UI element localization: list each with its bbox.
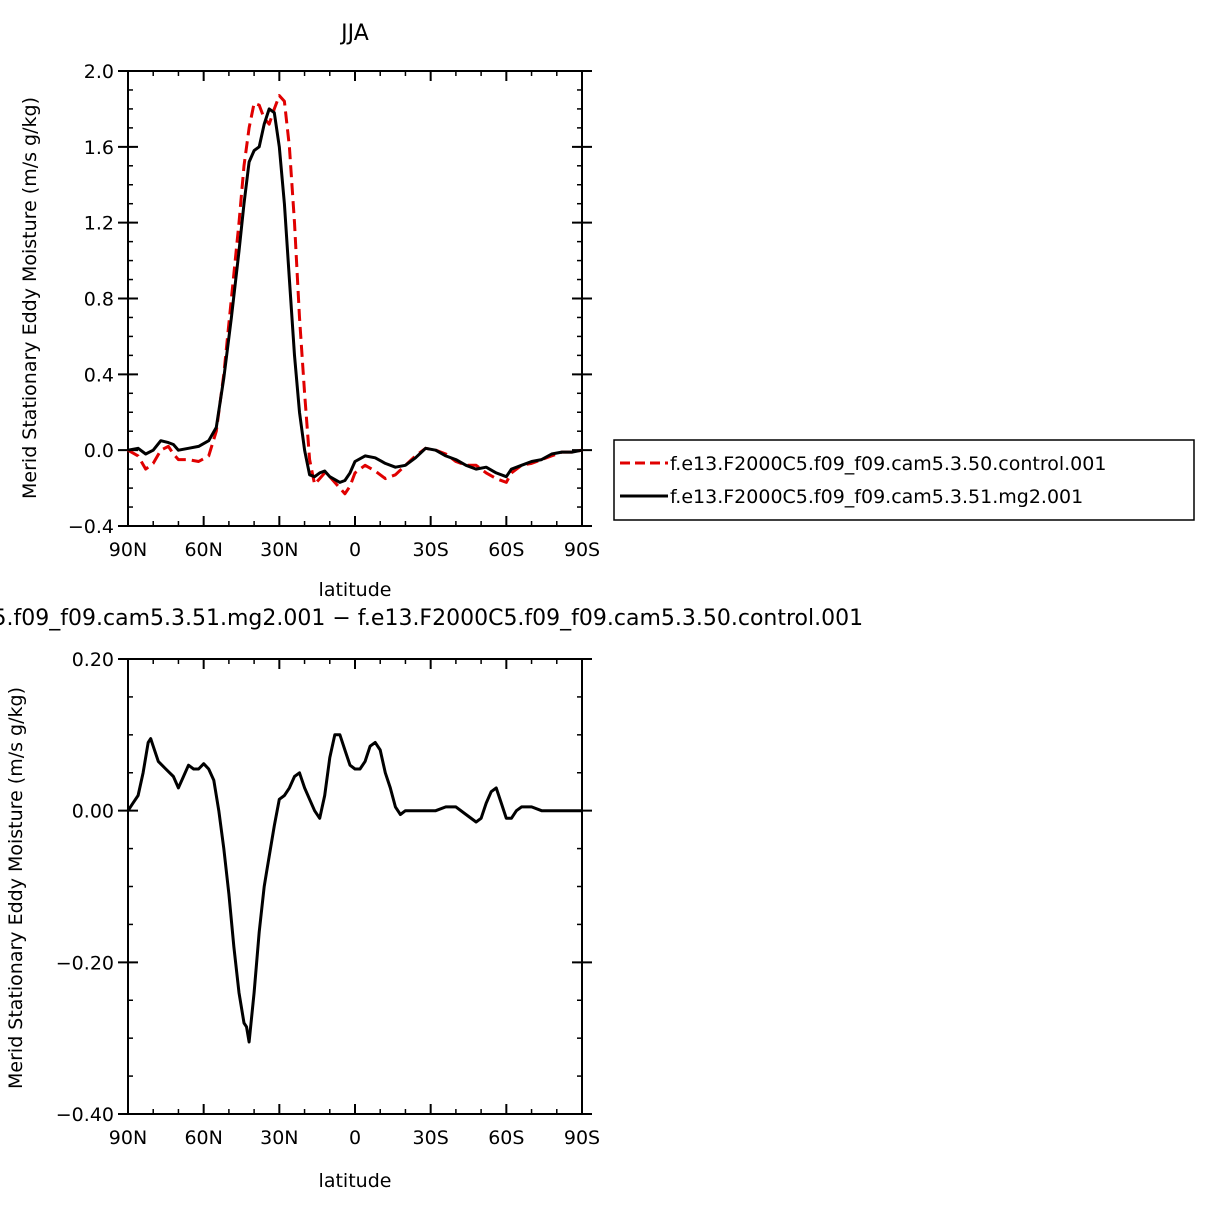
bottom-x-tick-label: 60S bbox=[488, 1127, 524, 1149]
top-chart-xlabel: latitude bbox=[319, 579, 392, 601]
bottom-x-tick-label: 0 bbox=[349, 1127, 361, 1149]
bottom-chart: f.e13.F2000C5.f09_f09.cam5.3.51.mg2.001 … bbox=[0, 606, 863, 1192]
top-x-tick-label: 90N bbox=[109, 539, 147, 561]
bottom-x-tick-label: 90S bbox=[564, 1127, 600, 1149]
top-y-tick-label: 0.4 bbox=[84, 364, 114, 386]
top-x-tick-label: 30N bbox=[260, 539, 298, 561]
bottom-x-tick-label: 30S bbox=[413, 1127, 449, 1149]
top-x-tick-label: 0 bbox=[349, 539, 361, 561]
legend-label-mg2: f.e13.F2000C5.f09_f09.cam5.3.51.mg2.001 bbox=[670, 486, 1083, 508]
bottom-y-tick-label: −0.20 bbox=[56, 952, 114, 974]
top-plot-frame bbox=[127, 70, 583, 527]
legend-label-control: f.e13.F2000C5.f09_f09.cam5.3.50.control.… bbox=[670, 453, 1106, 475]
bottom-y-tick-label: 0.00 bbox=[72, 801, 114, 823]
bottom-y-tick-label: 0.20 bbox=[72, 649, 114, 671]
top-y-tick-label: 0.8 bbox=[84, 289, 114, 311]
bottom-plot-frame bbox=[127, 658, 583, 1115]
legend-box bbox=[613, 439, 1195, 521]
bottom-x-tick-label: 90N bbox=[109, 1127, 147, 1149]
top-chart-legend: f.e13.F2000C5.f09_f09.cam5.3.50.control.… bbox=[613, 439, 1195, 521]
top-x-tick-label: 30S bbox=[413, 539, 449, 561]
top-series-line-0 bbox=[127, 94, 583, 496]
top-y-tick-label: 0.0 bbox=[84, 440, 114, 462]
bottom-y-tick-label: −0.40 bbox=[56, 1104, 114, 1126]
top-x-tick-label: 60N bbox=[184, 539, 222, 561]
top-y-tick-label: −0.4 bbox=[68, 516, 114, 538]
top-y-tick-label: 2.0 bbox=[84, 61, 114, 83]
top-chart-title: JJA bbox=[339, 21, 369, 46]
bottom-chart-title: f.e13.F2000C5.f09_f09.cam5.3.51.mg2.001 … bbox=[0, 606, 863, 631]
bottom-x-tick-label: 30N bbox=[260, 1127, 298, 1149]
top-chart-ylabel: Merid Stationary Eddy Moisture (m/s g/kg… bbox=[19, 97, 41, 499]
bottom-chart-ylabel: Merid Stationary Eddy Moisture (m/s g/kg… bbox=[5, 687, 27, 1089]
top-y-tick-label: 1.2 bbox=[84, 213, 114, 235]
top-series-line-1 bbox=[127, 107, 583, 484]
top-y-tick-label: 1.6 bbox=[84, 137, 114, 159]
top-x-tick-label: 90S bbox=[564, 539, 600, 561]
bottom-x-tick-label: 60N bbox=[184, 1127, 222, 1149]
top-x-tick-label: 60S bbox=[488, 539, 524, 561]
bottom-chart-xlabel: latitude bbox=[319, 1170, 392, 1192]
top-chart: JJA 90N 60N 30N 0 30S 60S 90S 2.0 1.6 1.2 0.8 0.4 0.… bbox=[19, 21, 600, 601]
bottom-series-line-0 bbox=[126, 733, 582, 1044]
